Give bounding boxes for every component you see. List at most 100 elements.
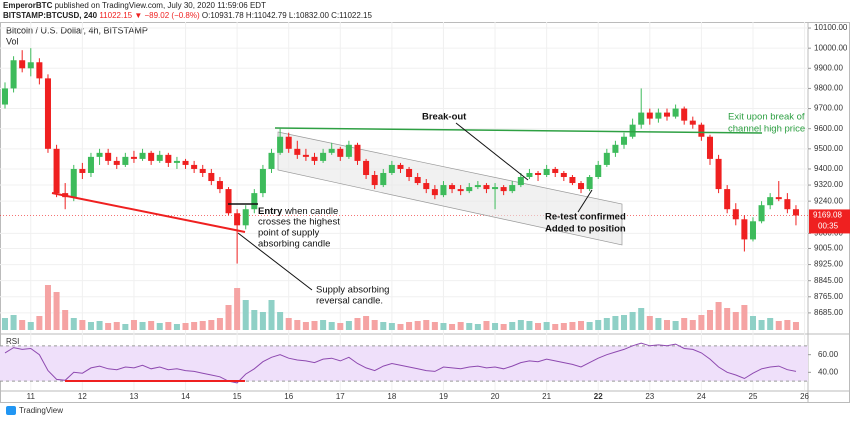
volume-bar (216, 318, 223, 330)
candle-body (79, 168, 86, 173)
brand: TradingView (19, 406, 63, 415)
candle-body (741, 219, 748, 240)
volume-bar (646, 316, 653, 330)
volume-bar (130, 320, 137, 330)
volume-bar (440, 323, 447, 330)
volume-bar (19, 320, 26, 330)
x-tick-label: 25 (749, 392, 758, 401)
volume-bar (681, 318, 688, 330)
volume-bar (285, 318, 292, 330)
volume-bar (423, 320, 430, 330)
last-price-box (809, 209, 850, 234)
volume-bar (741, 305, 748, 330)
candle-body (612, 144, 619, 153)
last-price-label: 9169.08 (813, 211, 842, 220)
y-tick-label: 10100.00 (814, 23, 848, 32)
volume-bar (552, 324, 559, 330)
annotation: Added to position (545, 224, 626, 235)
volume-bar (328, 322, 335, 330)
candle-body (543, 168, 550, 175)
candle-body (681, 108, 688, 121)
volume-bar (148, 321, 155, 330)
volume-bar (156, 323, 163, 330)
change: ▼ −89.02 (−0.8%) (134, 11, 200, 20)
y-tick-label: 10000.00 (814, 43, 848, 52)
y-tick-label: 8845.00 (814, 276, 843, 285)
candle-body (354, 144, 361, 161)
candle-body (535, 172, 542, 175)
candle-body (663, 112, 671, 117)
volume-bar (62, 310, 69, 330)
candle-body (560, 172, 567, 178)
y-tick-label: 9320.00 (814, 180, 843, 189)
volume-bar (483, 321, 490, 330)
rsi-tick-label: 40.00 (818, 367, 839, 376)
volume-bar (53, 292, 60, 330)
candle-body (320, 152, 327, 161)
volume-bar (139, 322, 146, 330)
x-tick-label: 15 (233, 392, 242, 401)
candle-body (337, 148, 344, 157)
candle-body (440, 185, 447, 196)
volume-bar (560, 323, 567, 330)
volume-bar (311, 321, 318, 330)
candle-body (638, 112, 645, 125)
candle-body (148, 152, 155, 161)
annotation: Exit upon break of (728, 112, 805, 123)
volume-bar (457, 322, 464, 330)
candle-body (191, 164, 198, 169)
volume-bar (569, 322, 576, 330)
candle-body (122, 156, 129, 165)
x-tick-label: 26 (800, 392, 809, 401)
candle-body (492, 187, 499, 190)
volume-bar (363, 316, 370, 330)
candle-body (655, 112, 662, 119)
volume-bar (397, 324, 404, 330)
volume-bar (113, 322, 120, 330)
candle-body (758, 205, 765, 222)
candle-body (526, 172, 533, 178)
volume-bar (758, 320, 765, 330)
entry-bold: Entry (258, 206, 283, 217)
y-tick-label: 9600.00 (814, 124, 843, 133)
volume-bar (380, 322, 387, 330)
volume-bar (406, 322, 413, 330)
y-tick-label: 9240.00 (814, 196, 843, 205)
candle-body (689, 120, 696, 125)
x-tick-label: 22 (594, 392, 603, 401)
volume-bar (371, 320, 378, 330)
volume-label: Vol (6, 36, 19, 46)
volume-bar (173, 324, 180, 330)
pointer (455, 122, 529, 181)
x-tick-label: 20 (491, 392, 500, 401)
candle-body (672, 108, 679, 117)
volume-bar (191, 322, 198, 330)
x-tick-label: 16 (284, 392, 293, 401)
x-tick-label: 19 (439, 392, 448, 401)
candle-body (388, 164, 395, 173)
candle-body (156, 154, 163, 161)
candle-body (715, 158, 722, 190)
volume-bar (500, 324, 507, 330)
volume-bar (466, 323, 473, 330)
candle-body (87, 156, 94, 173)
symbol: BITSTAMP:BTCUSD, 240 (3, 11, 98, 20)
last: 11022.15 (99, 11, 132, 20)
x-tick-label: 17 (336, 392, 345, 401)
volume-bar (182, 323, 189, 330)
volume-bar (44, 285, 51, 330)
candle-body (19, 60, 26, 69)
annotation: Entry when candle (258, 206, 338, 217)
volume-bar (388, 323, 395, 330)
candle-body (517, 177, 524, 186)
annotation: Break-out (422, 112, 467, 123)
volume-bar (767, 318, 774, 330)
volume-bar (199, 321, 206, 330)
volume-bar (543, 322, 550, 330)
volume-bar (87, 322, 94, 330)
chart-title: Bitcoin / U.S. Dollar, 4h, BITSTAMP (6, 25, 148, 35)
volume-bar (784, 320, 791, 330)
candle-body (268, 152, 275, 169)
x-tick-label: 21 (542, 392, 551, 401)
